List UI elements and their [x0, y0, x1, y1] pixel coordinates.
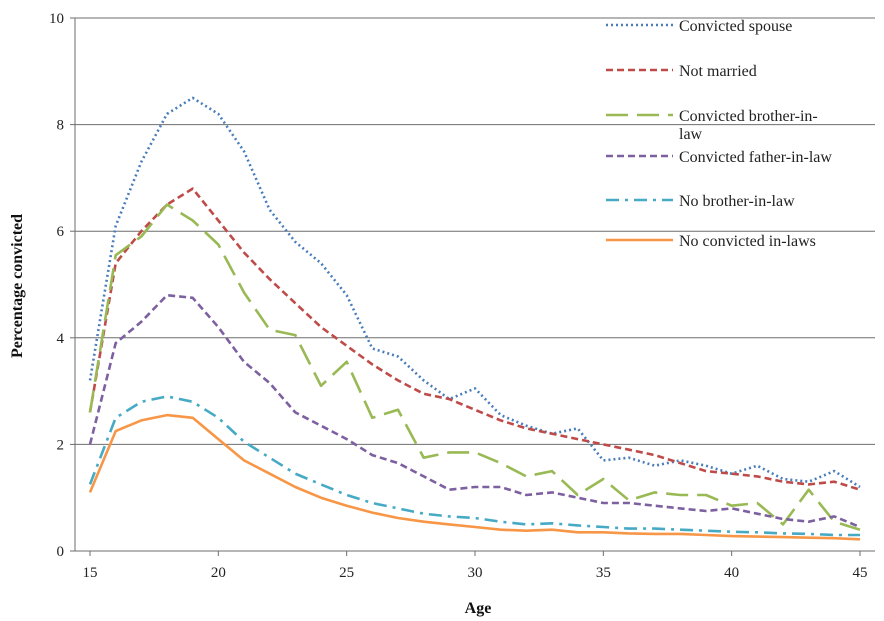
axes [70, 17, 875, 556]
series-line-no-convicted-in-laws [88, 413, 861, 541]
y-axis-label: Percentage convicted [9, 214, 26, 358]
x-tick-label: 25 [339, 565, 354, 581]
legend-label: No convicted in-laws [679, 233, 816, 250]
legend-label: Convicted spouse [679, 18, 792, 35]
legend-label: No brother-in-law [679, 193, 795, 210]
x-axis-label: Age [465, 600, 492, 617]
x-tick-label: 20 [211, 565, 226, 581]
gridlines [75, 17, 875, 445]
x-tick-label: 30 [468, 565, 483, 581]
x-tick-labels: 15 20 25 30 35 40 45 [83, 565, 868, 581]
legend-label: Convicted father-in-law [679, 149, 832, 166]
y-tick-label: 0 [57, 544, 65, 560]
series-line-convicted-spouse [88, 96, 861, 489]
y-tick-label: 6 [57, 224, 65, 240]
y-tick-label: 8 [57, 118, 65, 134]
y-tick-label: 2 [57, 437, 65, 453]
x-tick-label: 35 [596, 565, 611, 581]
series-lines [88, 96, 861, 541]
x-tick-label: 45 [853, 565, 868, 581]
legend-label: Not married [679, 63, 757, 80]
y-tick-label: 4 [57, 331, 65, 347]
y-tick-labels: 0 2 4 6 8 10 [49, 11, 65, 560]
legend-label: law [679, 126, 703, 143]
x-tick-label: 40 [724, 565, 739, 581]
x-tick-label: 15 [83, 565, 98, 581]
y-tick-label: 10 [49, 11, 64, 27]
series-line-convicted-brother-in-law [88, 203, 861, 531]
legend-label: Convicted brother-in- [679, 108, 818, 125]
series-line-convicted-father-in-law [88, 293, 861, 529]
series-line-no-brother-in-law [88, 395, 860, 537]
series-line-not-married [88, 187, 861, 491]
legend: Convicted spouse Not married Convicted bro… [606, 18, 832, 250]
